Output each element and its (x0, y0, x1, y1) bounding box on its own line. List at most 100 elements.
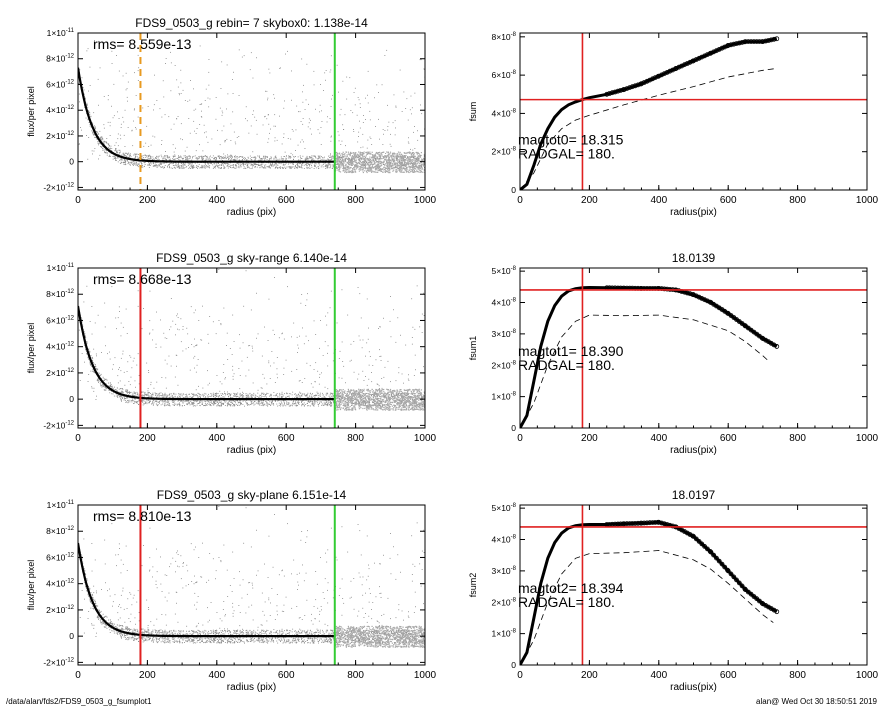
scatter-point (250, 164, 252, 166)
scatter-point (131, 395, 133, 397)
scatter-point (264, 166, 265, 168)
scatter-point (111, 105, 112, 107)
scatter-point (356, 398, 358, 400)
scatter-point (231, 400, 233, 402)
scatter-point (400, 401, 402, 403)
scatter-point (364, 161, 366, 163)
scatter-point (310, 395, 312, 397)
scatter-point (401, 163, 403, 165)
scatter-point (423, 292, 425, 294)
scatter-point (407, 163, 409, 165)
scatter-point (343, 129, 345, 130)
scatter-point (379, 349, 380, 351)
scatter-point (238, 159, 240, 161)
scatter-point (145, 155, 147, 157)
scatter-point (374, 169, 376, 171)
scatter-point (174, 396, 176, 398)
scatter-point (357, 158, 360, 161)
scatter-point (214, 167, 216, 169)
scatter-point (323, 158, 325, 160)
scatter-point (407, 156, 409, 158)
scatter-point (375, 171, 377, 173)
scatter-point (168, 167, 170, 169)
scatter-point (302, 404, 304, 406)
scatter-point (186, 162, 188, 164)
scatter-point (141, 163, 143, 165)
scatter-point (407, 164, 410, 166)
scatter-point (210, 393, 212, 395)
scatter-point (305, 404, 307, 405)
scatter-point (382, 144, 384, 145)
scatter-point (324, 159, 326, 161)
scatter-point (173, 123, 175, 125)
scatter-point (166, 157, 168, 159)
scatter-point (303, 343, 305, 345)
scatter-point (404, 159, 407, 161)
scatter-point (379, 157, 381, 159)
scatter-point (405, 401, 407, 403)
scatter-point (241, 163, 243, 165)
scatter-point (92, 133, 94, 135)
scatter-point (399, 169, 401, 171)
scatter-point (306, 158, 308, 159)
scatter-point (100, 137, 102, 139)
scatter-point (377, 153, 379, 155)
scatter-point (368, 161, 371, 163)
scatter-point (386, 160, 388, 163)
scatter-point (422, 163, 424, 165)
scatter-point (208, 401, 209, 403)
scatter-point (181, 166, 183, 168)
scatter-point (386, 165, 388, 167)
scatter-point (385, 168, 387, 169)
scatter-point (170, 128, 172, 130)
scatter-point (379, 326, 381, 328)
scatter-point (413, 157, 415, 159)
scatter-point (361, 347, 363, 349)
scatter-point (348, 153, 350, 155)
scatter-point (251, 159, 252, 161)
x-tick-label: 200 (581, 195, 598, 206)
scatter-point (107, 99, 109, 101)
scatter-point (218, 405, 220, 407)
scatter-point (372, 393, 374, 395)
scatter-point (129, 154, 131, 156)
scatter-point (274, 114, 276, 116)
scatter-point (403, 403, 405, 404)
scatter-point (244, 163, 246, 165)
scatter-point (260, 396, 262, 398)
scatter-point (184, 155, 186, 157)
scatter-point (132, 392, 134, 394)
scatter-point (331, 156, 333, 157)
series-point (702, 53, 707, 59)
scatter-point (385, 159, 387, 161)
scatter-point (79, 69, 81, 71)
scatter-point (175, 147, 176, 149)
scatter-point (271, 164, 273, 166)
scatter-point (279, 68, 281, 69)
scatter-point (381, 162, 383, 164)
scatter-point (363, 159, 365, 161)
series-point (757, 39, 762, 44)
scatter-point (283, 158, 285, 160)
scatter-point (268, 298, 270, 300)
scatter-point (265, 156, 267, 158)
scatter-point (108, 147, 109, 149)
scatter-point (137, 392, 139, 394)
scatter-point (94, 136, 96, 138)
scatter-point (398, 155, 400, 157)
series-point (673, 66, 679, 71)
scatter-point (254, 166, 255, 168)
scatter-point (346, 394, 348, 396)
scatter-point (214, 396, 216, 398)
scatter-point (344, 401, 346, 403)
scatter-point (421, 158, 423, 160)
scatter-point (97, 133, 99, 135)
scatter-point (345, 157, 347, 159)
scatter-point (407, 119, 409, 121)
scatter-point (338, 165, 340, 167)
scatter-point (318, 156, 320, 158)
scatter-point (376, 396, 378, 398)
scatter-point (201, 158, 203, 160)
scatter-point (245, 106, 247, 108)
scatter-point (164, 155, 165, 157)
